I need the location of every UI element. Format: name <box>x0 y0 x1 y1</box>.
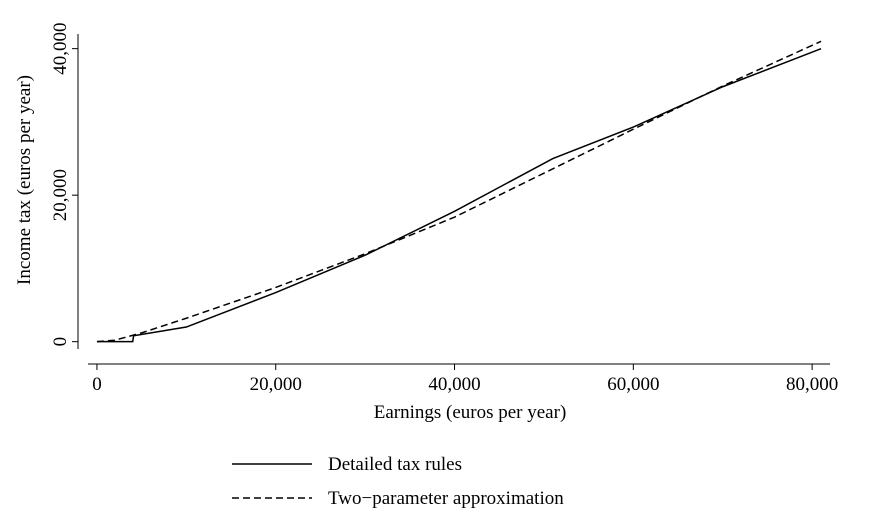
y-tick-label: 40,000 <box>50 23 71 75</box>
x-axis-label: Earnings (euros per year) <box>374 402 567 423</box>
x-tick-label: 40,000 <box>428 374 480 395</box>
y-axis-label: Income tax (euros per year) <box>14 75 35 285</box>
x-tick-label: 80,000 <box>786 374 838 395</box>
legend-label: Two−parameter approximation <box>328 488 564 509</box>
y-tick-label: 20,000 <box>50 169 71 221</box>
line-series <box>96 47 822 343</box>
y-tick-label: 0 <box>50 337 71 347</box>
x-tick-label: 60,000 <box>607 374 659 395</box>
legend-label: Detailed tax rules <box>328 454 462 475</box>
x-tick-label: 0 <box>92 374 102 395</box>
line-series <box>96 40 822 343</box>
x-tick-label: 20,000 <box>250 374 302 395</box>
